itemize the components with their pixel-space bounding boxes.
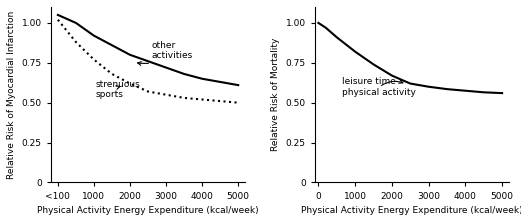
X-axis label: Physical Activity Energy Expenditure (kcal/week): Physical Activity Energy Expenditure (kc… [301, 206, 521, 215]
Y-axis label: Relative Risk of Mortality: Relative Risk of Mortality [271, 38, 280, 151]
Text: strenuous
sports: strenuous sports [96, 80, 141, 99]
Text: other
activities: other activities [138, 41, 193, 65]
Text: leisure time
physical activity: leisure time physical activity [342, 77, 416, 97]
Y-axis label: Relative Risk of Myocardial Infarction: Relative Risk of Myocardial Infarction [7, 11, 16, 179]
X-axis label: Physical Activity Energy Expenditure (kcal/week): Physical Activity Energy Expenditure (kc… [37, 206, 259, 215]
